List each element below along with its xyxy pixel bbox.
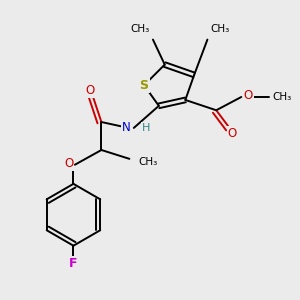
- Text: CH₃: CH₃: [210, 24, 230, 34]
- Text: N: N: [122, 122, 130, 134]
- Text: F: F: [69, 257, 78, 270]
- Text: CH₃: CH₃: [138, 157, 158, 167]
- Text: O: O: [228, 127, 237, 140]
- Text: CH₃: CH₃: [273, 92, 292, 102]
- Text: O: O: [85, 84, 94, 97]
- Text: S: S: [140, 79, 148, 92]
- Text: O: O: [64, 157, 74, 170]
- Text: O: O: [244, 89, 253, 102]
- Text: CH₃: CH₃: [131, 24, 150, 34]
- Text: H: H: [142, 123, 150, 133]
